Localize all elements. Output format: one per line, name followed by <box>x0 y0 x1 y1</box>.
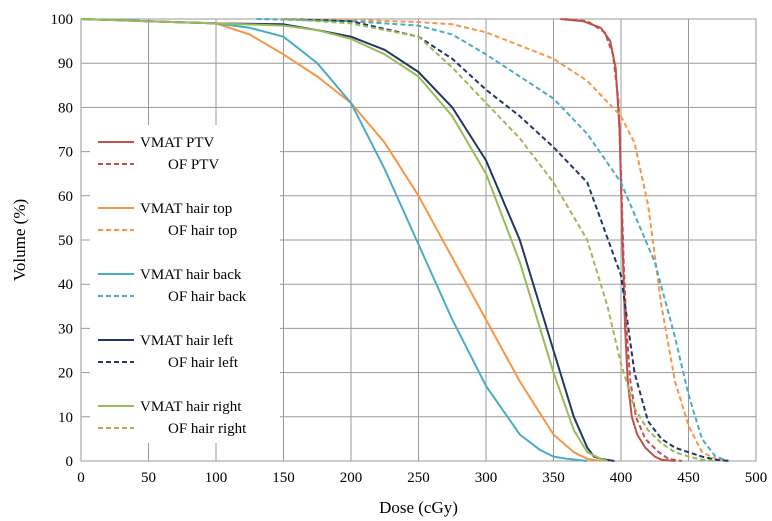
legend-label-of-ptv: OF PTV <box>168 157 219 173</box>
y-tick-label: 70 <box>58 145 73 161</box>
legend-label-vmat-hair-right: VMAT hair right <box>140 399 242 415</box>
y-tick-label: 40 <box>58 277 73 293</box>
legend-label-vmat-hair-top: VMAT hair top <box>140 201 232 217</box>
x-tick-label: 0 <box>77 470 85 486</box>
y-tick-label: 60 <box>58 189 73 205</box>
y-tick-label: 10 <box>58 410 73 426</box>
series-line-of-hair-left <box>283 18 730 462</box>
y-tick-label: 50 <box>58 233 73 249</box>
x-tick-label: 250 <box>407 470 430 486</box>
y-tick-label: 30 <box>58 321 73 337</box>
x-tick-label: 300 <box>475 470 498 486</box>
x-tick-label: 450 <box>677 470 700 486</box>
legend-label-of-hair-back: OF hair back <box>168 289 247 305</box>
series-lines <box>80 18 730 462</box>
series-line-of-ptv <box>564 18 682 462</box>
axes: 0 50 100 150 200 250 300 350 400 450 500 0 10 20 30 40 5… <box>51 12 768 486</box>
y-tick-label: 100 <box>51 12 74 28</box>
x-tick-label: 200 <box>340 470 363 486</box>
y-axis-title: Volume (%) <box>10 199 29 281</box>
y-tick-label: 20 <box>58 366 73 382</box>
x-tick-label: 500 <box>745 470 768 486</box>
y-tick-label: 80 <box>58 100 73 116</box>
legend-label-of-hair-left: OF hair left <box>168 355 239 371</box>
legend-label-vmat-ptv: VMAT PTV <box>140 135 214 151</box>
legend-label-of-hair-top: OF hair top <box>168 223 237 239</box>
series-line-of-hair-right <box>283 18 716 462</box>
y-tick-label: 0 <box>66 454 74 470</box>
y-tick-label: 90 <box>58 56 73 72</box>
legend-label-vmat-hair-left: VMAT hair left <box>140 333 234 349</box>
legend-background <box>90 125 280 443</box>
legend-label-vmat-hair-back: VMAT hair back <box>140 267 242 283</box>
x-tick-label: 350 <box>542 470 565 486</box>
series-line-vmat-hair-top <box>80 18 601 462</box>
legend-label-of-hair-right: OF hair right <box>168 421 247 437</box>
x-tick-label: 50 <box>141 470 156 486</box>
x-tick-label: 100 <box>205 470 228 486</box>
x-axis-title: Dose (cGy) <box>379 498 458 517</box>
legend: VMAT PTV OF PTV VMAT hair top OF hair top VM… <box>90 125 280 443</box>
series-line-vmat-hair-back <box>80 18 588 462</box>
series-line-of-hair-top <box>256 18 730 462</box>
x-tick-label: 400 <box>610 470 633 486</box>
x-tick-label: 150 <box>272 470 295 486</box>
series-line-vmat-hair-right <box>80 18 608 462</box>
